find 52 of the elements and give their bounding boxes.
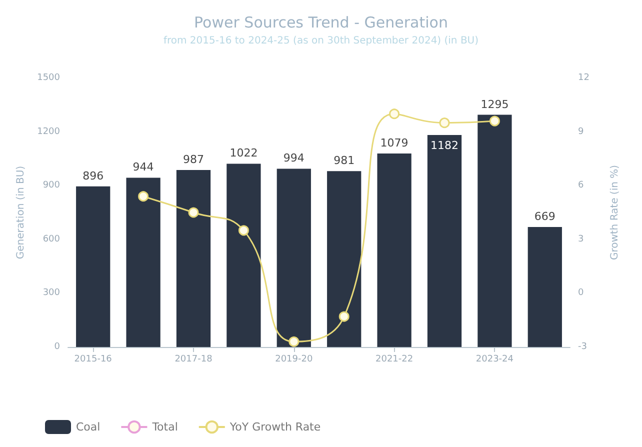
data-label: 1022 [230,146,258,160]
bar [276,168,311,347]
bar [377,154,412,347]
point [188,207,199,218]
point [288,336,300,347]
bar [226,164,261,347]
x-tick-label: 2017-18 [174,354,213,364]
data-label: 1079 [380,136,408,150]
data-label: 987 [183,153,204,166]
data-label: 981 [334,154,355,168]
bar [327,171,362,347]
bar [76,186,110,347]
point [389,108,400,120]
y2-tick-label: -3 [578,342,587,352]
bar [478,114,512,347]
point [338,311,350,322]
legend-label: YoY Growth Rate [228,420,321,434]
chart-subtitle: from 2015-16 to 2024-25 (as on 30th September 2024) (in BU) [163,36,479,46]
data-label: 1295 [480,98,509,111]
point [489,116,500,126]
y2-tick-label: 6 [578,180,584,191]
x-tick-label: 2021-22 [375,354,414,364]
y2-axis-title: Growth Rate (in %) [610,164,620,260]
y-tick-label: 0 [54,342,60,352]
bar [176,170,211,347]
y-tick-label: 300 [42,288,60,298]
data-label: 994 [283,152,304,165]
y-tick-label: 600 [42,234,60,244]
y2-tick-label: 12 [578,73,590,83]
data-label: 1182 [430,139,458,152]
data-label: 669 [534,210,556,224]
y2-tick-label: 3 [578,234,584,244]
data-label: 896 [82,169,104,182]
y-tick-label: 1200 [37,126,60,137]
chart-title: Power Sources Trend - Generation [194,14,448,32]
x-tick-label: 2023-24 [476,354,514,364]
bar [528,227,562,347]
bar [427,135,462,347]
bar [126,178,160,347]
legend-label: Total [151,420,178,434]
y-tick-label: 900 [42,180,60,191]
point [238,225,249,236]
legend-label: Coal [76,420,100,434]
y2-tick-label: 9 [578,126,584,137]
point [439,118,450,128]
data-label: 944 [132,160,154,174]
x-tick-label: 2015-16 [74,354,112,364]
y-tick-label: 1500 [37,73,60,83]
point [138,191,149,202]
x-tick-label: 2019-20 [275,354,313,364]
y2-tick-label: 0 [578,288,584,298]
y-axis-title: Generation (in BU) [16,166,27,260]
